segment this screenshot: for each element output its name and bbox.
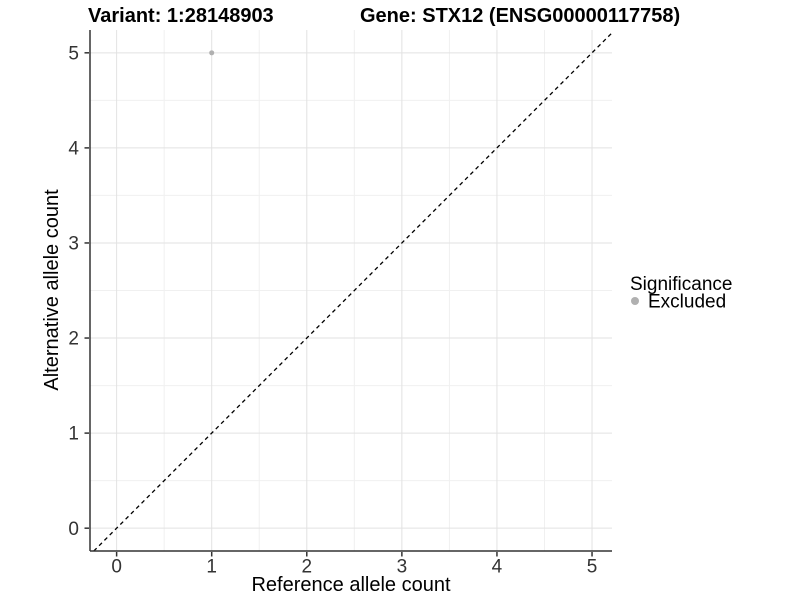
axis-tick-labels: 0 1 2 3 4 5 0 1 2 3 4 5 (68, 43, 597, 577)
x-tick-label: 5 (587, 557, 598, 578)
y-tick-label: 5 (68, 43, 79, 64)
grid-major-lines (90, 30, 612, 551)
y-tick-label: 4 (68, 138, 79, 159)
x-tick-label: 3 (397, 557, 408, 578)
legend: Significance Excluded (630, 274, 732, 313)
identity-reference-line (93, 32, 613, 552)
legend-title: Significance (630, 274, 732, 295)
identity-line (93, 32, 613, 552)
x-tick-label: 4 (492, 557, 503, 578)
y-tick-label: 3 (68, 234, 79, 255)
y-axis-title: Alternative allele count (41, 189, 63, 391)
x-tick-label: 1 (206, 557, 217, 578)
data-point (209, 50, 215, 56)
legend-item-label: Excluded (648, 292, 726, 313)
x-tick-label: 0 (111, 557, 122, 578)
x-axis-title: Reference allele count (251, 574, 450, 596)
plot-title-variant: Variant: 1:28148903 (88, 5, 274, 27)
axis-tick-marks (84, 52, 593, 557)
grid-minor-lines (90, 30, 612, 551)
y-tick-label: 2 (68, 329, 79, 350)
legend-key-dot-icon (631, 297, 639, 305)
y-tick-label: 1 (68, 424, 79, 445)
plot-title-gene: Gene: STX12 (ENSG00000117758) (360, 5, 680, 27)
y-tick-label: 0 (68, 519, 79, 540)
data-points (209, 50, 215, 56)
x-tick-label: 2 (301, 557, 312, 578)
